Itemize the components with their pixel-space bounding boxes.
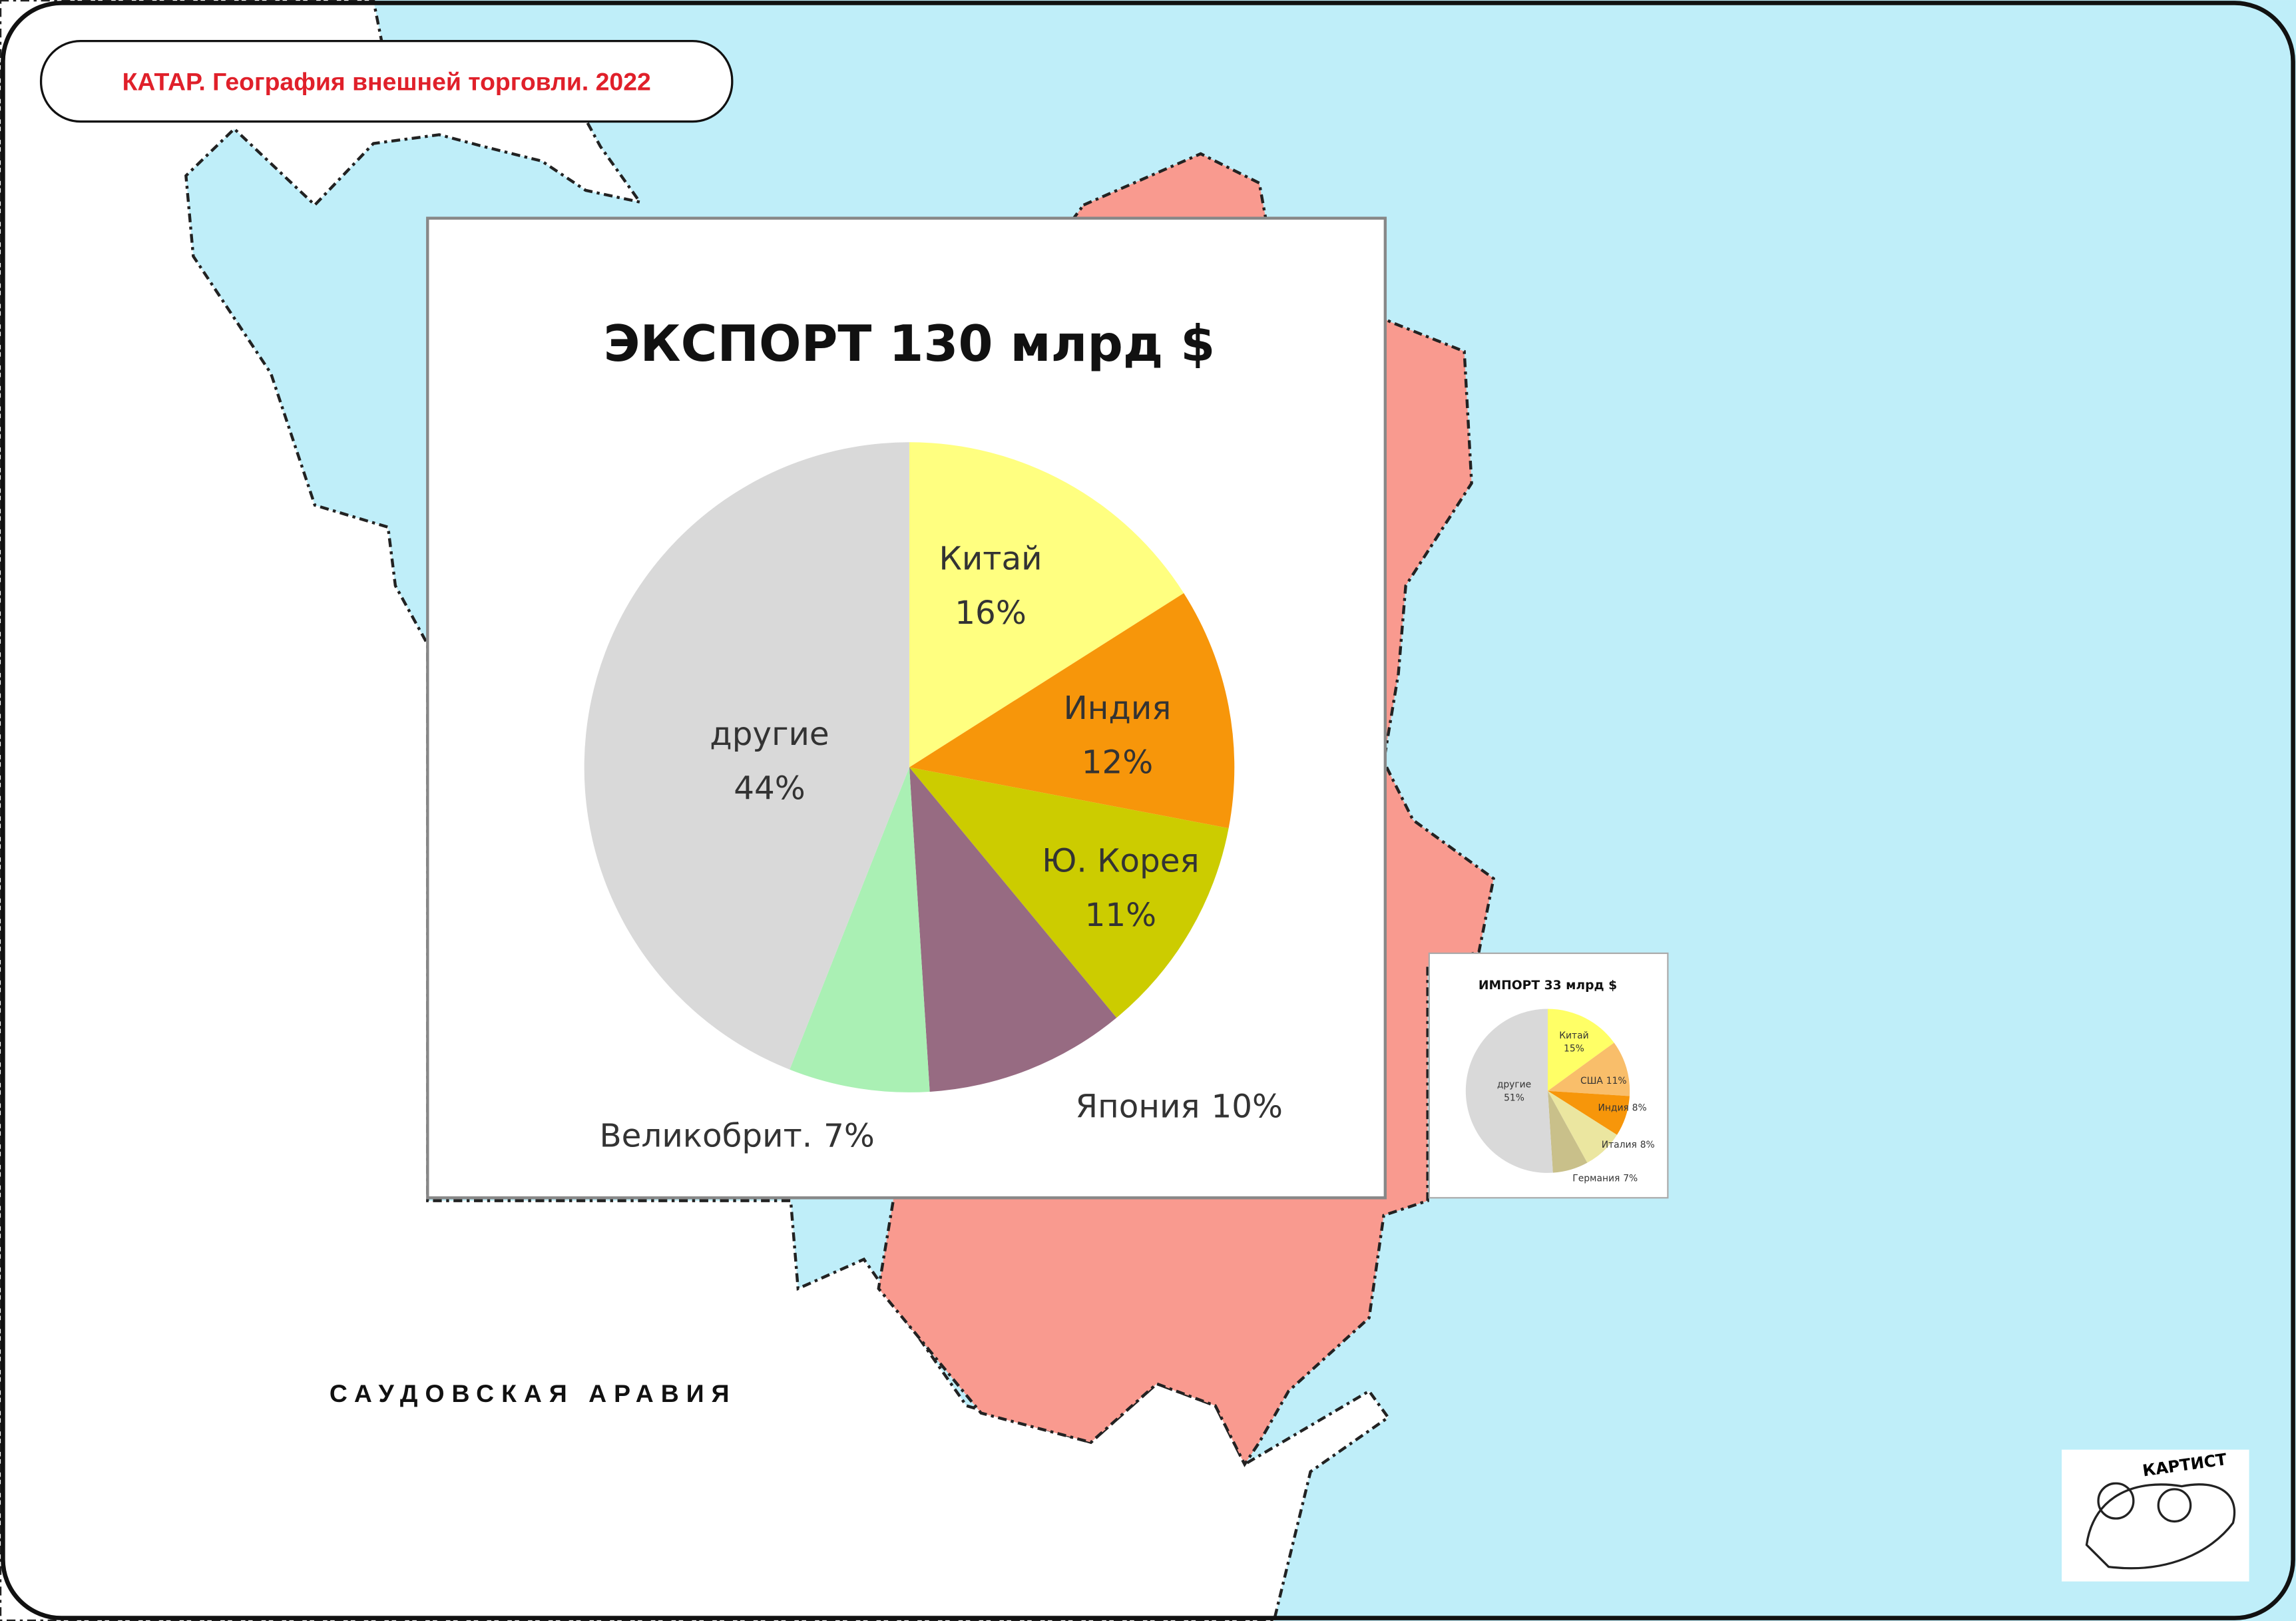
pie-slice xyxy=(909,442,1184,768)
value-label: 15% xyxy=(1564,1044,1584,1054)
slice-label: Ю. Корея 11% xyxy=(1042,843,1199,934)
pie-slice xyxy=(1547,1042,1630,1096)
slice-label: Индия 8% xyxy=(1598,1103,1647,1114)
pie-slice xyxy=(1547,1090,1630,1135)
value-label: 7% xyxy=(1623,1174,1638,1184)
slice-label: Китай 15% xyxy=(1559,1031,1588,1054)
category-name: Китай xyxy=(1559,1031,1588,1041)
pie-slice xyxy=(909,767,1229,1018)
category-name: другие xyxy=(710,716,829,753)
slice-label: США 11% xyxy=(1580,1076,1627,1086)
pie-slice xyxy=(1465,1009,1553,1173)
pie-slice xyxy=(909,767,1117,1092)
pie-slice xyxy=(1547,1009,1614,1091)
value-label: 8% xyxy=(1640,1140,1655,1150)
pie-slice xyxy=(1547,1090,1617,1163)
category-name: Индия xyxy=(1064,690,1172,727)
logo-box xyxy=(2062,1449,2249,1582)
value-label: 8% xyxy=(1632,1103,1647,1114)
category-name: Китай xyxy=(939,540,1042,577)
logo-drawing xyxy=(2085,1483,2236,1570)
slice-label: Япония 10% xyxy=(1076,1088,1283,1125)
category-name: Япония xyxy=(1076,1088,1200,1125)
value-label: 44% xyxy=(734,770,805,807)
logo-figure xyxy=(2097,1482,2135,1520)
value-label: 7% xyxy=(823,1117,875,1154)
pie-slice xyxy=(584,442,909,1070)
category-name: другие xyxy=(1497,1080,1531,1090)
slice-label: Китай 16% xyxy=(939,540,1042,631)
logo-figure xyxy=(2157,1488,2192,1523)
value-label: 12% xyxy=(1082,744,1154,781)
slice-label: Германия 7% xyxy=(1572,1174,1638,1184)
slice-label: Великобрит. 7% xyxy=(599,1117,874,1154)
slice-label: Италия 8% xyxy=(1602,1140,1655,1150)
category-name: США xyxy=(1580,1076,1603,1086)
page-title: КАТАР. География внешней торговли. 2022 xyxy=(122,67,651,95)
pie-slice xyxy=(909,592,1235,829)
category-name: Ю. Корея xyxy=(1042,843,1199,880)
category-name: Германия xyxy=(1572,1174,1620,1184)
region-label: САУДОВСКАЯ АРАВИЯ xyxy=(330,1379,737,1407)
category-name: Индия xyxy=(1598,1103,1629,1114)
chart-title: ИМПОРТ 33 млрд $ xyxy=(1479,979,1617,993)
title-pill xyxy=(39,39,734,123)
slice-label: другие 51% xyxy=(1497,1080,1531,1104)
chart-title: ЭКСПОРТ 130 млрд $ xyxy=(604,315,1216,373)
category-name: Италия xyxy=(1602,1140,1637,1150)
category-name: Великобрит. xyxy=(599,1117,812,1154)
slice-label: Индия 12% xyxy=(1064,690,1172,781)
value-label: 11% xyxy=(1085,897,1157,934)
pie-slice xyxy=(790,767,930,1092)
value-label: 51% xyxy=(1504,1092,1524,1103)
pie-slice xyxy=(1547,1090,1588,1173)
value-label: 10% xyxy=(1211,1088,1283,1125)
value-label: 16% xyxy=(955,594,1027,632)
saudi-land xyxy=(0,0,1391,1621)
value-label: 11% xyxy=(1606,1076,1627,1086)
slice-label: другие 44% xyxy=(710,716,829,807)
